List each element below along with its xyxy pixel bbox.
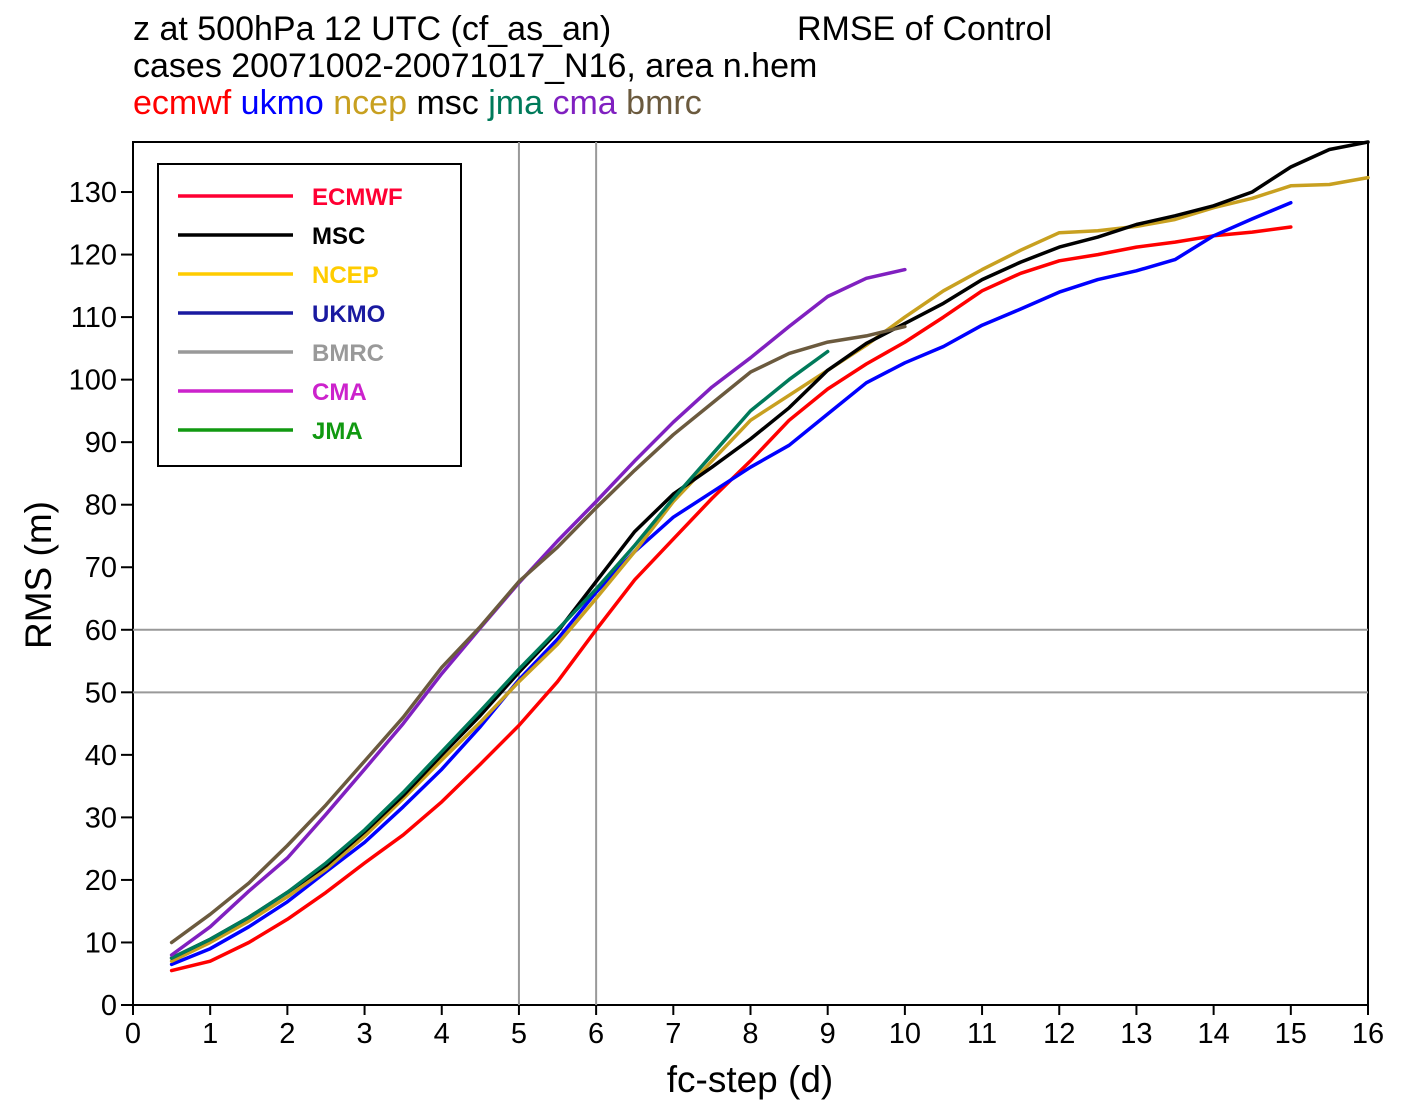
y-tick-label: 10	[85, 927, 117, 959]
x-tick-label: 5	[511, 1018, 527, 1050]
chart-title: z at 500hPa 12 UTC (cf_as_an) RMSE of Co…	[133, 10, 1052, 122]
x-tick-label: 2	[279, 1018, 295, 1050]
legend-label-jma: JMA	[312, 418, 363, 445]
title-line-2: cases 20071002-20071017_N16, area n.hem	[133, 47, 817, 85]
y-tick-label: 20	[85, 865, 117, 897]
x-tick-label: 7	[665, 1018, 681, 1050]
legend-label-ncep: NCEP	[312, 262, 379, 289]
title-model-ukmo: ukmo	[231, 84, 324, 122]
y-tick-label: 80	[85, 490, 117, 522]
x-tick-label: 16	[1352, 1018, 1384, 1050]
x-tick-label: 12	[1043, 1018, 1075, 1050]
x-tick-label: 3	[356, 1018, 372, 1050]
title-model-msc: msc	[407, 84, 479, 122]
legend-label-ukmo: UKMO	[312, 301, 385, 328]
legend-label-cma: CMA	[312, 379, 367, 406]
y-tick-label: 70	[85, 552, 117, 584]
x-tick-label: 14	[1197, 1018, 1229, 1050]
legend-box	[158, 164, 461, 466]
x-tick-label: 15	[1275, 1018, 1307, 1050]
title-model-jma: jma	[479, 84, 543, 122]
y-tick-label: 50	[85, 677, 117, 709]
title-model-cma: cma	[543, 84, 617, 122]
x-tick-label: 9	[820, 1018, 836, 1050]
x-axis: 0 1 2 3 4 5 6 7 8 9 10 11 12 13 14 15 16	[125, 1005, 1384, 1050]
y-tick-label: 0	[101, 990, 117, 1022]
title-line-1-left: z at 500hPa 12 UTC (cf_as_an)	[133, 10, 611, 48]
x-tick-label: 11	[967, 1018, 997, 1050]
x-tick-label: 10	[889, 1018, 921, 1050]
y-tick-label: 110	[71, 302, 117, 334]
legend: ECMWF MSC NCEP UKMO BMRC CMA JMA	[158, 164, 461, 466]
x-axis-label: fc-step (d)	[667, 1059, 834, 1100]
legend-label-msc: MSC	[312, 223, 365, 250]
x-tick-label: 0	[125, 1018, 141, 1050]
x-tick-label: 4	[434, 1018, 450, 1050]
y-tick-label: 130	[69, 177, 117, 209]
y-tick-label: 60	[85, 615, 117, 647]
y-tick-label: 30	[85, 802, 117, 834]
title-model-bmrc: bmrc	[617, 84, 702, 122]
title-line-1-right: RMSE of Control	[797, 10, 1052, 48]
title-model-ecmwf: ecmwf	[133, 84, 232, 122]
y-axis-label: RMS (m)	[18, 501, 59, 649]
y-tick-label: 40	[85, 740, 117, 772]
title-line-3: ecmwf ukmo ncep msc jma cma bmrc	[133, 84, 702, 122]
x-tick-label: 8	[742, 1018, 758, 1050]
x-tick-label: 13	[1120, 1018, 1152, 1050]
y-tick-label: 120	[69, 240, 117, 272]
legend-label-bmrc: BMRC	[312, 340, 384, 367]
y-axis: 0 10 20 30 40 50 60 70 80 90 100 110 120 130	[69, 177, 133, 1022]
x-tick-label: 1	[202, 1018, 218, 1050]
y-tick-label: 100	[69, 365, 117, 397]
title-model-ncep: ncep	[324, 84, 407, 122]
x-tick-label: 6	[588, 1018, 604, 1050]
y-tick-label: 90	[85, 427, 117, 459]
legend-label-ecmwf: ECMWF	[312, 184, 403, 211]
